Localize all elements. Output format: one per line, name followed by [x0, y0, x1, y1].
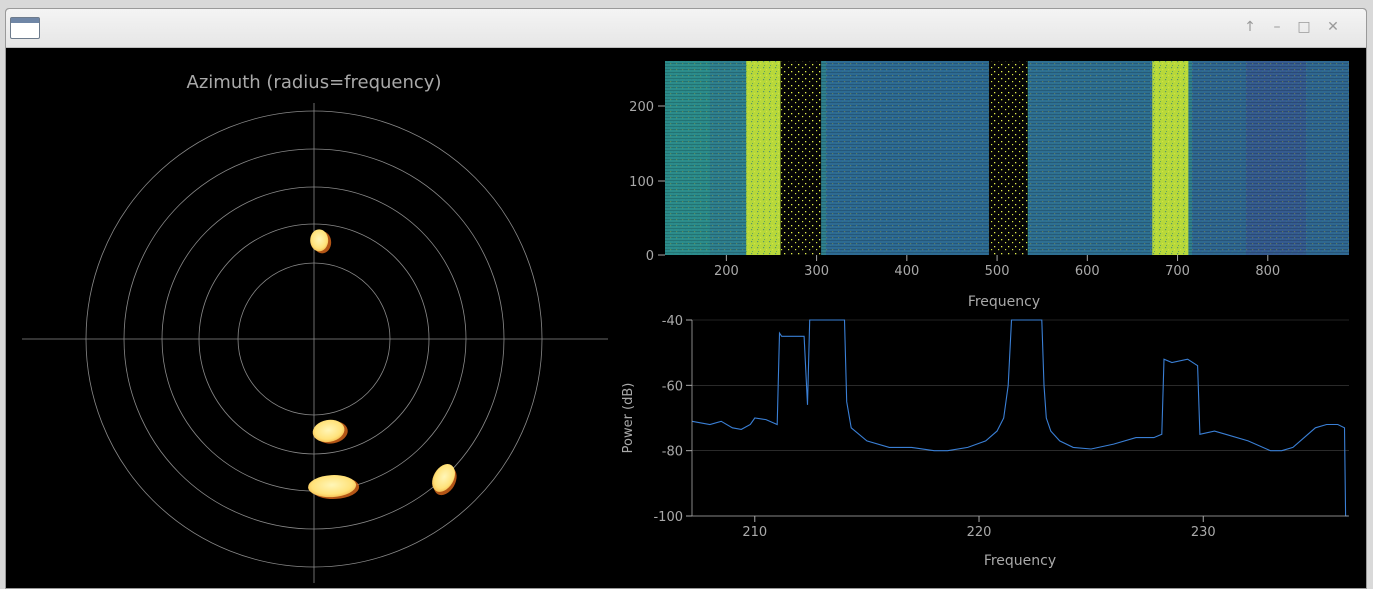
polar-title: Azimuth (radius=frequency): [187, 72, 442, 93]
wf-ytick-1: 100: [629, 175, 654, 190]
polar-blobs: [308, 229, 457, 499]
title-bar[interactable]: ↑ – □ ✕: [6, 9, 1366, 48]
spectrum-xlabel: Frequency: [984, 553, 1056, 569]
maximize-button[interactable]: □: [1297, 19, 1311, 35]
wf-xtick-label: 400: [894, 264, 919, 279]
polar-blob: [308, 475, 360, 499]
minimize-button[interactable]: –: [1273, 19, 1281, 35]
waterfall-xlabel: Frequency: [968, 294, 1040, 310]
shade-button[interactable]: ↑: [1244, 19, 1256, 35]
close-button[interactable]: ✕: [1327, 19, 1339, 35]
spectrum-ytick-label: -60: [662, 379, 683, 394]
spectrum-series-line: [691, 319, 1348, 517]
spectrum-chart: -40 -60 -80 -100 210 220 230 Power (dB) Freque…: [621, 314, 1349, 569]
figure-canvas: Azimuth (radius=frequency): [22, 61, 1349, 583]
app-window: ↑ – □ ✕: [5, 8, 1367, 589]
waterfall-yaxis: 0 100 200: [629, 100, 665, 264]
wf-xtick-label: 800: [1255, 264, 1280, 279]
polar-blob: [432, 464, 457, 496]
wf-ytick-0: 0: [646, 249, 654, 264]
wf-xtick-label: 500: [985, 264, 1010, 279]
wf-xtick-label: 200: [714, 264, 739, 279]
spectrum-xtick-label: 230: [1191, 525, 1216, 540]
polar-grid: [22, 103, 608, 583]
spectrum-ytick-label: -100: [653, 510, 683, 525]
wf-xtick-label: 600: [1075, 264, 1100, 279]
spectrum-xtick-label: 210: [742, 525, 767, 540]
wf-ytick-2: 200: [629, 100, 654, 115]
spectrum-ytick-label: -40: [662, 314, 683, 329]
spectrum-ylabel: Power (dB): [621, 383, 636, 454]
wf-xtick-label: 700: [1165, 264, 1190, 279]
wf-xtick-label: 300: [804, 264, 829, 279]
waterfall-xaxis: 200 300 400 500 600 700 800: [714, 255, 1280, 279]
polar-blob: [310, 229, 332, 254]
waterfall-plot: 0 100 200 200 300 400 500 600 700 800 Frequenc…: [629, 61, 1349, 310]
spectrum-xtick-label: 220: [967, 525, 992, 540]
plot-area: Azimuth (radius=frequency): [6, 48, 1366, 588]
polar-blob: [312, 419, 348, 444]
spectrum-ytick-label: -80: [662, 445, 683, 460]
window-icon[interactable]: [10, 17, 40, 39]
